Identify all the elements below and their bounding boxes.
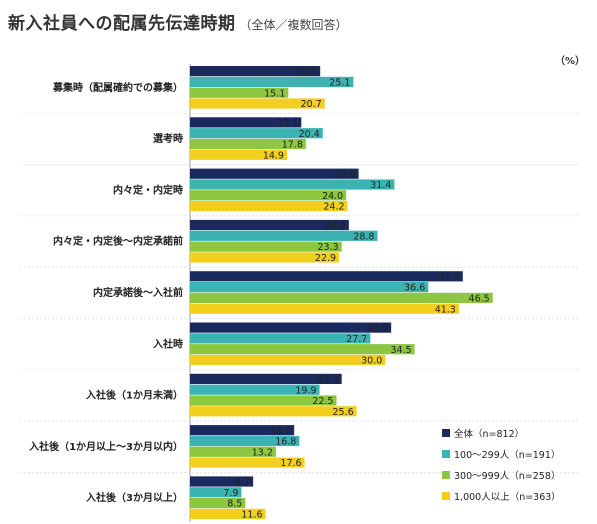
bar xyxy=(190,252,340,263)
data-label: 15.1 xyxy=(264,88,285,99)
data-label: 14.9 xyxy=(263,150,284,161)
bar xyxy=(190,138,306,150)
bar xyxy=(190,292,493,303)
data-label: 41.9 xyxy=(439,272,460,283)
data-label: 22.9 xyxy=(315,253,336,264)
data-label: 31.4 xyxy=(370,180,391,191)
data-label: 22.5 xyxy=(312,396,333,407)
data-label: 20.7 xyxy=(301,99,322,110)
data-label: 23.3 xyxy=(318,375,339,386)
data-label: 8.5 xyxy=(227,499,242,510)
bar xyxy=(190,168,359,179)
bar xyxy=(190,76,354,87)
bar xyxy=(190,87,289,98)
data-label: 7.9 xyxy=(223,488,238,499)
unit-label: （%） xyxy=(554,56,585,67)
bar xyxy=(190,395,337,406)
title-row: 新入社員への配属先伝達時期 （全体／複数回答） xyxy=(8,9,588,35)
bar xyxy=(190,128,323,139)
bar xyxy=(190,425,295,436)
bar xyxy=(190,373,342,384)
category-label: 入社時 xyxy=(153,337,183,350)
bar xyxy=(190,271,463,282)
data-label: 34.5 xyxy=(390,345,411,356)
data-label: 36.6 xyxy=(404,283,425,294)
data-label: 28.8 xyxy=(353,231,374,242)
bar xyxy=(190,498,246,509)
bar xyxy=(190,508,266,519)
data-label: 30.9 xyxy=(367,323,388,334)
bar xyxy=(190,384,320,395)
category-label: 選考時 xyxy=(153,132,183,145)
bar xyxy=(190,406,357,417)
bar xyxy=(190,476,254,487)
bar xyxy=(190,354,386,366)
bar xyxy=(190,344,415,355)
data-label: 23.3 xyxy=(318,242,339,253)
data-label: 27.7 xyxy=(346,334,367,345)
bar xyxy=(190,98,325,109)
bar xyxy=(190,241,342,252)
legend-label: 300～999人（n=258） xyxy=(454,470,560,482)
bar xyxy=(190,282,429,293)
data-label: 20.4 xyxy=(299,129,320,140)
data-label: 11.6 xyxy=(241,510,262,521)
data-label: 9.7 xyxy=(235,477,250,488)
data-label: 17.8 xyxy=(282,140,303,151)
data-label: 41.3 xyxy=(435,304,456,315)
data-label: 25.1 xyxy=(329,78,350,89)
legend-swatch xyxy=(442,429,450,437)
category-label: 内々定・内定時 xyxy=(113,183,183,196)
data-label: 46.5 xyxy=(469,294,490,305)
bar xyxy=(190,219,349,231)
bar xyxy=(190,446,276,457)
data-label: 19.9 xyxy=(295,385,316,396)
category-label: 入社後（1か月以上～3か月以内） xyxy=(29,440,183,453)
legend-swatch xyxy=(442,471,450,479)
data-label: 20.0 xyxy=(296,67,317,78)
bar xyxy=(190,201,348,212)
chart-title: 新入社員への配属先伝達時期 xyxy=(8,14,236,34)
data-label: 30.0 xyxy=(361,356,382,367)
bar xyxy=(190,322,392,333)
data-label: 24.4 xyxy=(325,221,346,232)
category-label: 募集時（配属確約での募集） xyxy=(52,81,183,94)
data-label: 16.0 xyxy=(270,426,291,437)
chart-subtitle: （全体／複数回答） xyxy=(239,18,348,32)
bar xyxy=(190,487,242,498)
legend-swatch xyxy=(442,450,450,458)
category-label: 入社後（3か月以上） xyxy=(86,491,183,504)
legend-swatch xyxy=(442,492,450,500)
bar xyxy=(190,190,347,201)
bar xyxy=(190,435,300,447)
data-label: 24.0 xyxy=(322,191,343,202)
category-label: 内定承諾後～入社前 xyxy=(93,286,183,299)
legend-label: 1,000人以上（n=363） xyxy=(454,491,561,503)
legend-label: 全体（n=812） xyxy=(454,428,524,440)
bar xyxy=(190,117,302,128)
data-label: 24.2 xyxy=(323,202,344,213)
bar xyxy=(190,333,371,344)
category-label: 内々定・内定後～内定承諾前 xyxy=(53,235,183,248)
legend-label: 100～299人（n=191） xyxy=(454,449,560,461)
data-label: 13.2 xyxy=(252,447,273,458)
data-label: 17.6 xyxy=(280,458,301,469)
data-label: 25.9 xyxy=(334,169,355,180)
category-label: 入社後（1か月未満） xyxy=(86,389,183,402)
data-label: 16.8 xyxy=(275,437,296,448)
bar xyxy=(190,66,321,77)
bar xyxy=(190,149,287,160)
data-label: 17.1 xyxy=(277,118,298,129)
bar xyxy=(190,457,305,468)
bar xyxy=(190,230,378,241)
data-label: 25.6 xyxy=(332,407,353,418)
bar xyxy=(190,179,395,190)
bar xyxy=(190,303,459,314)
